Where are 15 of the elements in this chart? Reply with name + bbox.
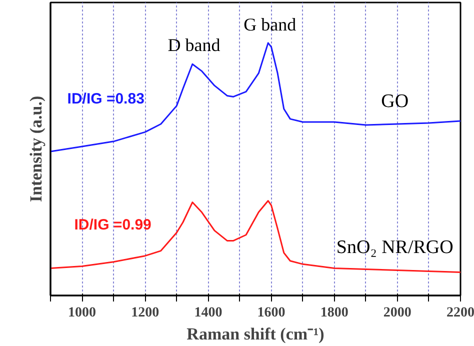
x-tick-label: 1200 [131, 306, 160, 320]
x-tick-label: 1800 [320, 306, 348, 320]
x-tick-label: 1400 [194, 306, 222, 320]
x-axis-title: Raman shift (cm⁻¹) [186, 324, 324, 344]
series-label: GO [381, 90, 409, 112]
x-tick-label: 1600 [257, 306, 286, 320]
annotation: D band [168, 34, 220, 55]
y-axis-title: Intensity (a.u.) [26, 96, 46, 202]
x-tick-label: 2000 [383, 306, 412, 320]
x-tick-label: 1000 [68, 306, 96, 320]
annotation: ID/IG =0.83 [67, 90, 144, 108]
text: G band [244, 14, 296, 34]
series-label: SnO₂ NR/RGO [336, 236, 454, 258]
x-tick-label: 2200 [446, 306, 474, 320]
annotation: ID/IG =0.99 [74, 216, 152, 234]
